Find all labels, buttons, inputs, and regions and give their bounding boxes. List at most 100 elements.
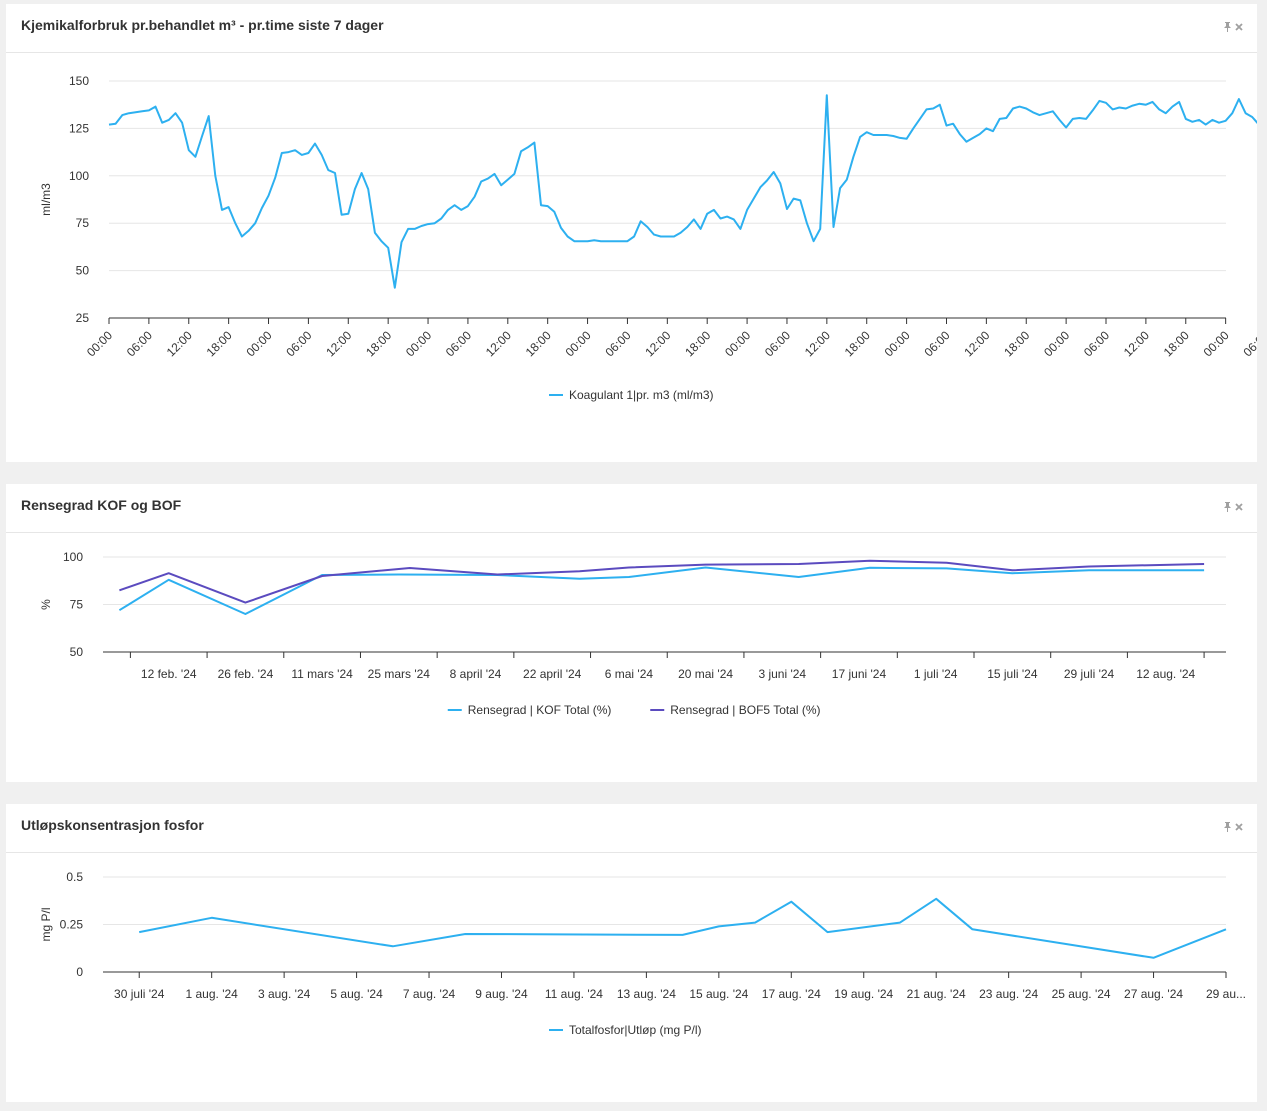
x-tick-label: 21 aug. '24	[907, 987, 966, 1001]
close-icon[interactable]	[1235, 503, 1243, 514]
x-tick-label: 3 juni '24	[758, 667, 806, 681]
x-tick-label: 26 feb. '24	[218, 667, 274, 681]
x-tick-label: 18:00	[682, 328, 713, 359]
y-axis-label: %	[39, 599, 53, 610]
panel-chemical-usage: Kjemikalforbruk pr.behandlet m³ - pr.tim…	[6, 4, 1257, 462]
panel-tools	[1223, 822, 1243, 835]
panel-kof-bof: Rensegrad KOF og BOF 50 75 100% 12 feb. '24…	[6, 484, 1257, 782]
y-axis-label: mg P/l	[39, 907, 53, 941]
x-tick-label: 17 aug. '24	[762, 987, 821, 1001]
panel-tools	[1223, 502, 1243, 515]
x-tick-label: 12:00	[323, 328, 354, 359]
x-tick-label: 06:00	[921, 328, 952, 359]
x-tick-label: 25 aug. '24	[1052, 987, 1111, 1001]
x-tick-label: 25 mars '24	[368, 667, 431, 681]
series-line-2	[119, 559, 1205, 604]
x-tick-label: 00:00	[722, 328, 753, 359]
panel-header: Utløpskonsentrasjon fosfor	[6, 804, 1257, 853]
x-tick-label: 18:00	[204, 328, 235, 359]
panel-title: Rensegrad KOF og BOF	[21, 497, 182, 513]
x-tick-label: 06:00	[1081, 328, 1112, 359]
y-axis-label: ml/m3	[39, 183, 53, 216]
x-tick-label: 18:00	[523, 328, 554, 359]
x-tick-label: 27 aug. '24	[1124, 987, 1183, 1001]
x-tick-label: 17 juni '24	[832, 667, 887, 681]
x-tick-label: 15 aug. '24	[689, 987, 748, 1001]
x-tick-label: 11 aug. '24	[545, 987, 603, 1001]
x-tick-label: 00:00	[1201, 328, 1232, 359]
x-tick-label: 00:00	[84, 328, 115, 359]
x-tick-label: 12:00	[961, 328, 992, 359]
y-tick-label: 125	[69, 121, 89, 135]
pin-icon[interactable]	[1223, 502, 1232, 515]
chart-kof-bof: 50 75 100% 12 feb. '24 26 feb. '24 11 mars '2…	[39, 550, 1226, 717]
x-tick-label: 22 april '24	[523, 667, 582, 681]
y-tick-label: 100	[69, 169, 89, 183]
panel-header: Rensegrad KOF og BOF	[6, 484, 1257, 533]
panel-title: Kjemikalforbruk pr.behandlet m³ - pr.tim…	[21, 17, 384, 33]
panel-title: Utløpskonsentrasjon fosfor	[21, 817, 204, 833]
series-line-1	[118, 566, 1205, 615]
x-tick-label: 00:00	[1041, 328, 1072, 359]
x-tick-label: 3 aug. '24	[258, 987, 311, 1001]
pin-icon[interactable]	[1223, 22, 1232, 35]
close-icon[interactable]	[1235, 823, 1243, 834]
x-tick-label: 7 aug. '24	[403, 987, 456, 1001]
x-tick-label: 12:00	[642, 328, 673, 359]
panel-header: Kjemikalforbruk pr.behandlet m³ - pr.tim…	[6, 4, 1257, 53]
x-tick-label: 20 mai '24	[678, 667, 733, 681]
x-tick-label: 18:00	[842, 328, 873, 359]
x-tick-label: 06:00	[283, 328, 314, 359]
x-tick-label: 12 aug. '24	[1136, 667, 1195, 681]
x-tick-label: 11 mars '24	[291, 667, 353, 681]
x-tick-label: 13 aug. '24	[617, 987, 676, 1001]
x-tick-label: 12 feb. '24	[141, 667, 197, 681]
x-tick-label: 8 april '24	[450, 667, 502, 681]
chart-phosphorus: 0 0.25 0.5 mg P/l 30 juli '24 1 aug. '24 3 aug…	[39, 870, 1246, 1037]
x-tick-label: 00:00	[563, 328, 594, 359]
x-tick-label: 30 juli '24	[114, 987, 165, 1001]
y-tick-label: 75	[76, 216, 90, 230]
y-tick-label: 0.25	[60, 918, 84, 932]
x-tick-label: 9 aug. '24	[475, 987, 528, 1001]
x-tick-label: 12:00	[802, 328, 833, 359]
x-tick-label: 1 juli '24	[914, 667, 958, 681]
y-tick-label: 25	[76, 311, 90, 325]
y-tick-label: 75	[70, 598, 84, 612]
pin-icon[interactable]	[1223, 822, 1232, 835]
x-tick-label: 00:00	[244, 328, 275, 359]
x-tick-label: 06:00	[124, 328, 155, 359]
x-tick-label: 15 juli '24	[987, 667, 1038, 681]
x-tick-label: 23 aug. '24	[979, 987, 1038, 1001]
x-tick-label: 12:00	[483, 328, 514, 359]
series-line-1	[108, 94, 1257, 289]
chart-chemical-usage: 25 50 75 100 125 150 ml/m3 00:00 06:00 12:00 18:00…	[39, 74, 1257, 402]
x-tick-label: 06:00	[602, 328, 633, 359]
x-tick-label: 19 aug. '24	[834, 987, 893, 1001]
y-tick-label: 0.5	[66, 870, 83, 884]
x-tick-label: 12:00	[164, 328, 195, 359]
panel-tools	[1223, 22, 1243, 35]
x-tick-label: 1 aug. '24	[186, 987, 239, 1001]
series-line-1	[139, 897, 1227, 959]
legend-label: Koagulant 1|pr. m3 (ml/m3)	[569, 388, 714, 402]
legend-label: Rensegrad | BOF5 Total (%)	[670, 703, 820, 717]
x-tick-label: 06:00	[1241, 328, 1257, 359]
legend-label: Rensegrad | KOF Total (%)	[468, 703, 612, 717]
x-tick-label: 06:00	[443, 328, 474, 359]
close-icon[interactable]	[1235, 23, 1243, 34]
x-tick-label: 18:00	[1161, 328, 1192, 359]
x-tick-label: 18:00	[363, 328, 394, 359]
panel-phosphorus: Utløpskonsentrasjon fosfor 0 0.25 0.5 mg P/…	[6, 804, 1257, 1102]
y-tick-label: 0	[76, 965, 83, 979]
x-tick-label: 06:00	[762, 328, 793, 359]
x-tick-label: 18:00	[1001, 328, 1032, 359]
x-tick-label: 6 mai '24	[605, 667, 654, 681]
y-tick-label: 100	[63, 550, 83, 564]
x-tick-label: 12:00	[1121, 328, 1152, 359]
legend-label: Totalfosfor|Utløp (mg P/l)	[569, 1023, 701, 1037]
x-tick-label: 5 aug. '24	[330, 987, 383, 1001]
x-tick-label: 29 juli '24	[1064, 667, 1115, 681]
x-tick-label: 00:00	[882, 328, 913, 359]
y-tick-label: 50	[70, 645, 84, 659]
